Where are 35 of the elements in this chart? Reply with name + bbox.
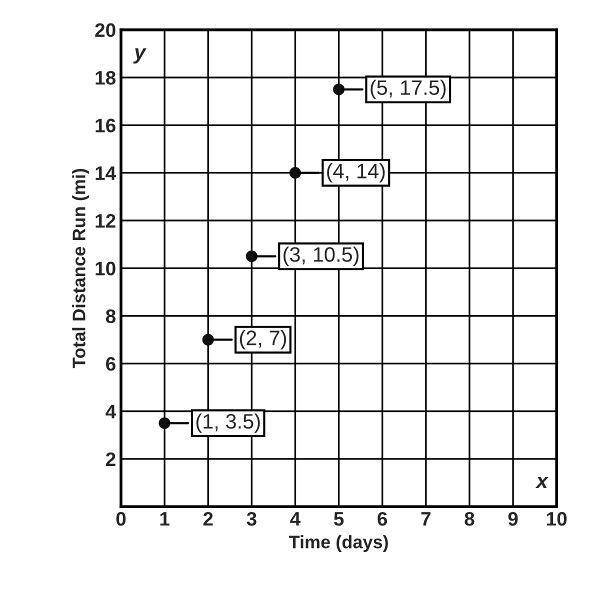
- y-tick-label: 4: [106, 404, 116, 418]
- x-tick-label: 7: [421, 512, 430, 526]
- annotation: (3, 10.5): [284, 246, 359, 266]
- y-axis-title: Total Distance Run (mi): [72, 168, 89, 368]
- y-tick-label: 20: [95, 23, 116, 38]
- x-tick-label: 8: [464, 512, 474, 526]
- x-tick-label: 6: [378, 512, 388, 526]
- y-tick-label: 10: [96, 262, 116, 276]
- y-tick-label: 14: [96, 166, 116, 180]
- y-tick-label: 6: [106, 357, 116, 371]
- point: [246, 250, 258, 262]
- x-tick-label: 3: [246, 512, 256, 526]
- annotation: (2, 7): [240, 330, 286, 350]
- point: [158, 417, 170, 429]
- point: [289, 167, 302, 179]
- x-tick-label: 5: [334, 512, 344, 526]
- annotation: (1, 3.5): [196, 413, 260, 433]
- point: [202, 334, 214, 346]
- x-tick-label: 2: [203, 512, 213, 526]
- y-tick-label: 8: [106, 309, 116, 324]
- y-tick-label: 2: [106, 452, 116, 466]
- x-tick-label: 0: [116, 512, 126, 526]
- y-tick-label: 16: [96, 118, 116, 132]
- point: [332, 84, 345, 96]
- x-tick-label: 10: [547, 512, 567, 526]
- annotation: y: [133, 48, 147, 64]
- annotation: (4, 14): [327, 163, 385, 183]
- annotation: x: [535, 476, 549, 488]
- x-tick-label: 9: [508, 512, 518, 526]
- annotation: (5, 17.5): [370, 80, 446, 100]
- y-tick-label: 18: [96, 70, 116, 85]
- x-axis-title: Time (days): [288, 535, 388, 552]
- y-tick-label: 12: [96, 214, 116, 228]
- x-tick-label: 1: [160, 512, 170, 526]
- x-tick-label: 4: [290, 512, 301, 526]
